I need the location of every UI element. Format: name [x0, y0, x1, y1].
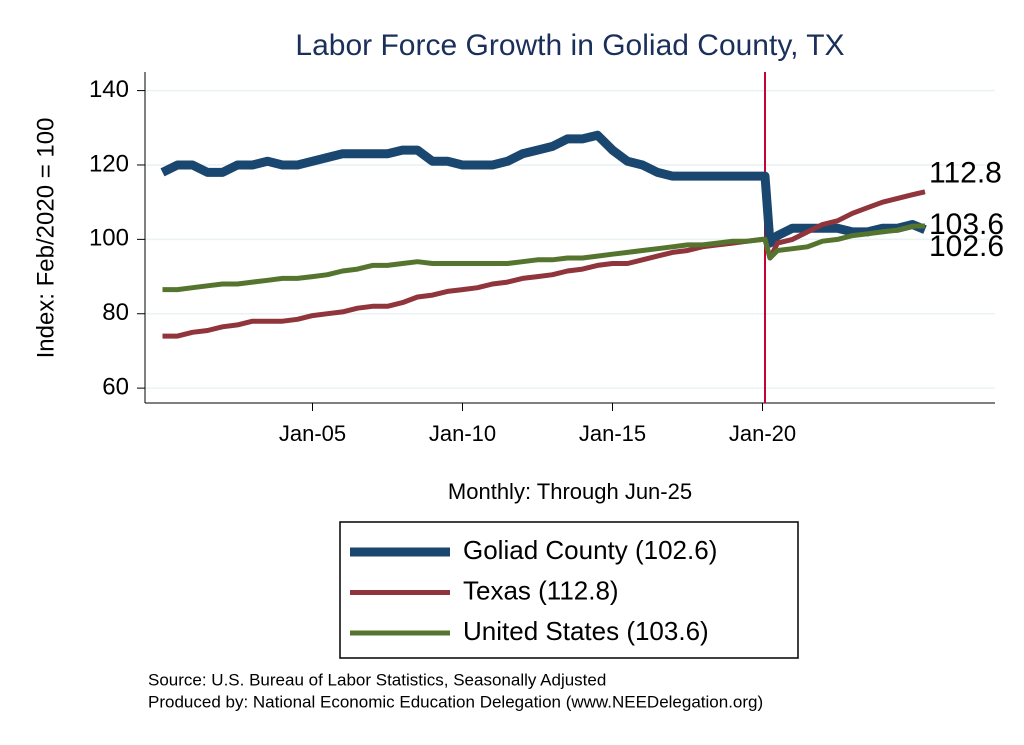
x-tick-label: Jan-10 [429, 421, 496, 446]
series-line [162, 223, 926, 293]
end-label: 102.6 [929, 230, 1004, 263]
x-axis-title: Monthly: Through Jun-25 [448, 479, 692, 504]
chart-title: Labor Force Growth in Goliad County, TX [295, 29, 844, 62]
y-tick-label: 140 [89, 76, 129, 103]
y-tick-label: 60 [102, 373, 129, 400]
y-tick-label: 100 [89, 225, 129, 252]
y-axis-title: Index: Feb/2020 = 100 [32, 118, 59, 359]
credit-note: Produced by: National Economic Education… [148, 692, 763, 711]
x-tick-label: Jan-05 [279, 421, 346, 446]
x-tick-label: Jan-20 [729, 421, 796, 446]
series-line [160, 130, 927, 248]
end-label: 112.8 [929, 157, 1002, 190]
legend-label: United States (103.6) [463, 616, 709, 646]
y-tick-label: 120 [89, 150, 129, 177]
x-tick-label: Jan-15 [579, 421, 646, 446]
legend-label: Texas (112.8) [463, 575, 619, 605]
end-label: 103.6 [929, 208, 1004, 241]
source-note: Source: U.S. Bureau of Labor Statistics,… [148, 670, 606, 689]
legend-label: Goliad County (102.6) [463, 535, 717, 565]
y-tick-label: 80 [102, 299, 129, 326]
series-line [162, 189, 926, 339]
